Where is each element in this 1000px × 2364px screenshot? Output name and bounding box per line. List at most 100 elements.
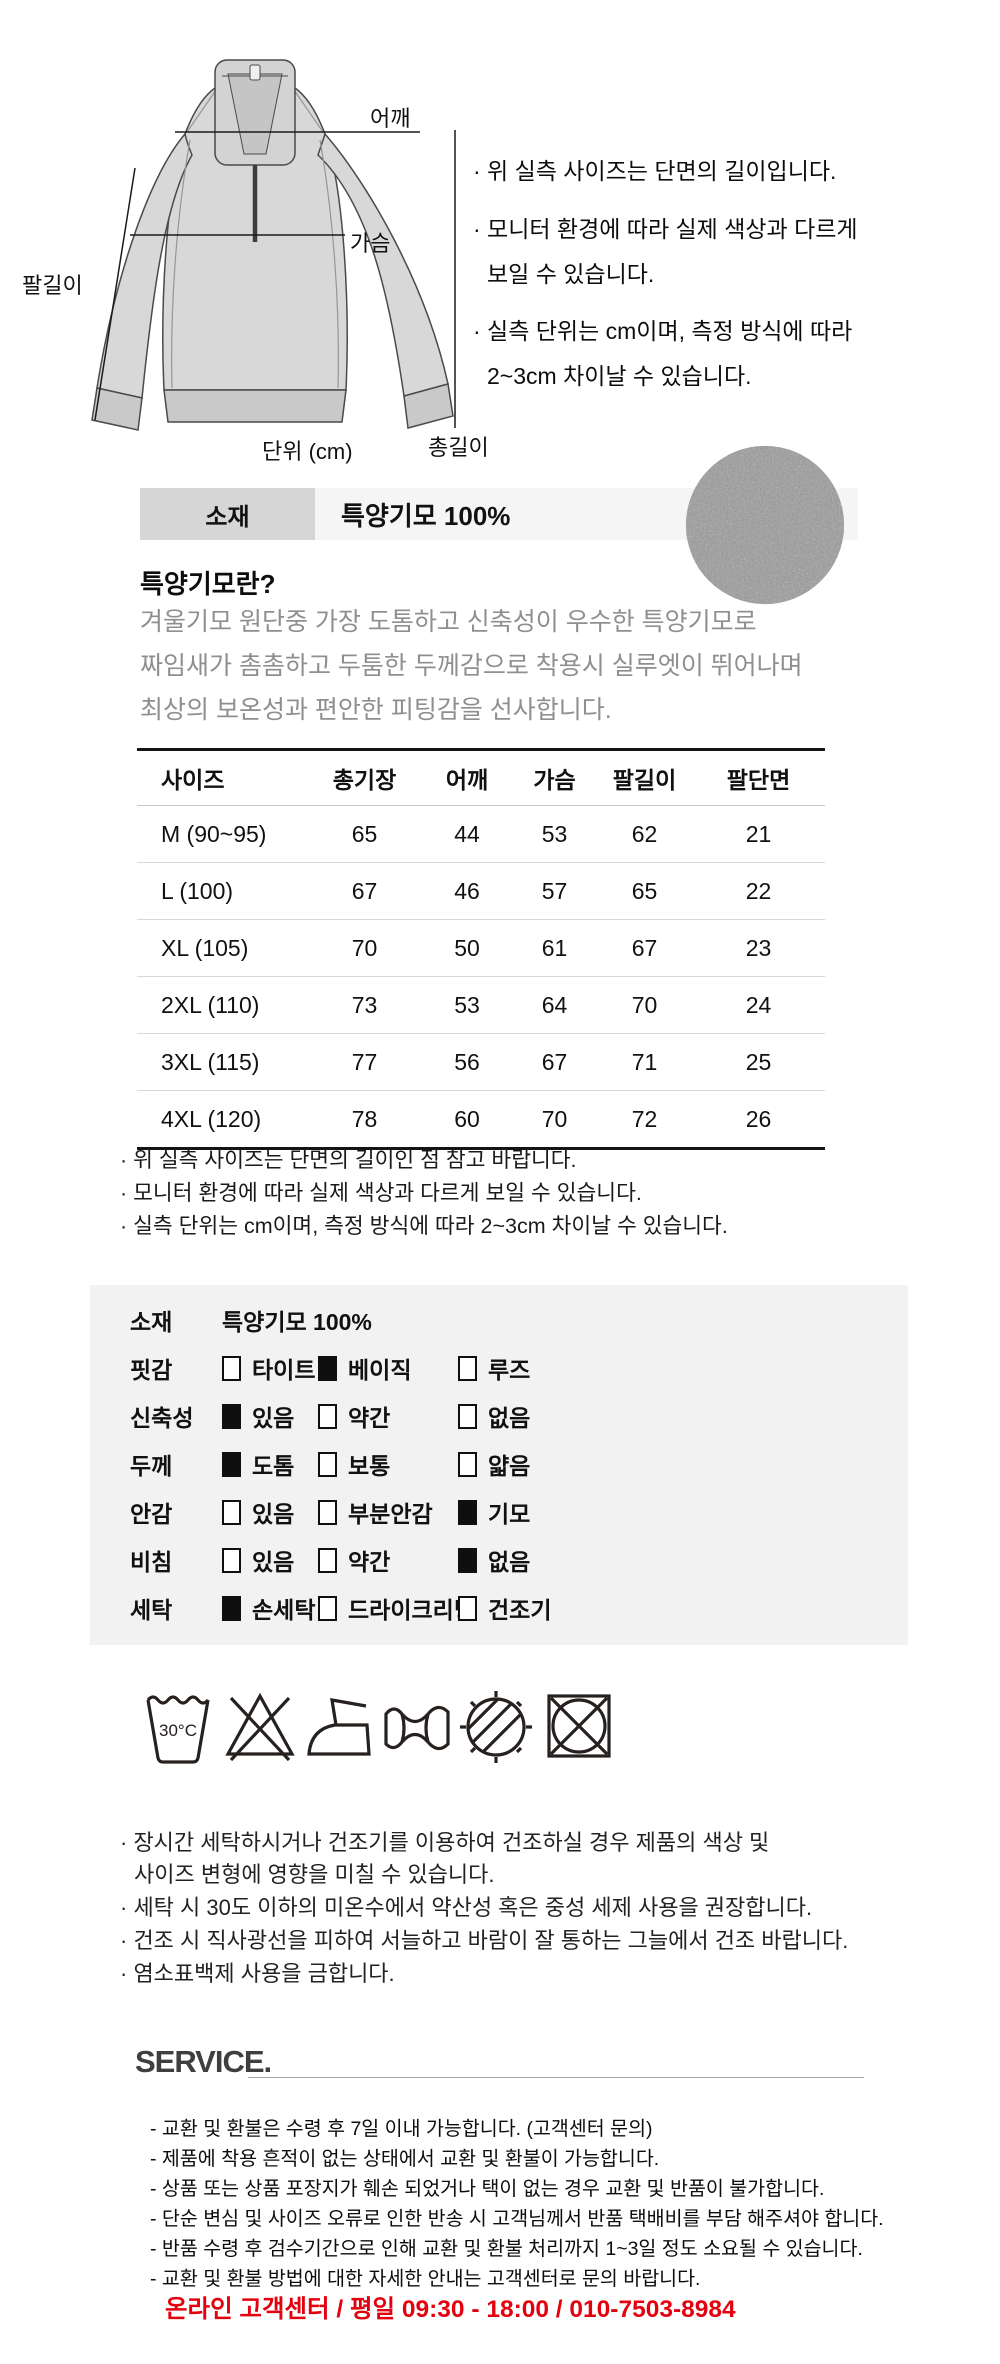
material-info-line: 최상의 보온성과 편안한 피팅감을 선사합니다.	[140, 696, 612, 724]
attribute-option: 약간	[318, 1399, 390, 1433]
attribute-label: 핏감	[130, 1357, 173, 1383]
product-attributes-box: 소재 특양기모 100% 핏감 타이트 베이직 루즈 신축성 있음 약간 없음 …	[90, 1285, 908, 1645]
col-header: 총기장	[307, 749, 422, 806]
checkbox-icon	[458, 1403, 477, 1429]
value-cell: 53	[512, 805, 597, 863]
value-cell: 71	[597, 1033, 692, 1091]
option-label: 있음	[252, 1405, 295, 1431]
value-cell: 26	[745, 1105, 772, 1132]
value-cell: 78	[351, 1105, 378, 1132]
attribute-option: 있음	[222, 1543, 294, 1577]
service-item: - 반품 수령 후 검수기간으로 인해 교환 및 환불 처리까지 1~3일 정도…	[150, 2238, 863, 2260]
size-chart-table: 사이즈 총기장 어깨 가슴 팔길이 팔단면 M (90~95) 65 44 53…	[137, 748, 825, 1150]
attribute-option: 기모	[458, 1495, 530, 1529]
value-cell: 67	[597, 919, 692, 977]
value-cell: 46	[422, 862, 512, 920]
value-cell: 53	[422, 976, 512, 1034]
table-row: 4XL (120) 78 60 70 72 26	[137, 1091, 825, 1149]
no-tumble-dry-icon	[547, 1694, 611, 1758]
unit-label: 단위 (cm)	[262, 439, 353, 464]
attribute-option: 루즈	[458, 1351, 530, 1385]
diagram-note: 보일 수 있습니다.	[487, 261, 655, 287]
wash-30c-icon: 30°C	[146, 1695, 210, 1764]
checkbox-icon	[458, 1499, 477, 1525]
care-note: · 염소표백제 사용을 금합니다.	[120, 1961, 395, 1986]
value-cell: 73	[307, 976, 422, 1034]
chest-label: 가슴	[350, 231, 391, 256]
attribute-row-thickness: 두께 도톰 보통 얇음	[90, 1440, 908, 1488]
attribute-option: 베이직	[318, 1351, 411, 1385]
col-header: 팔길이	[597, 749, 692, 806]
value-cell: 70	[307, 919, 422, 977]
service-item: - 상품 또는 상품 포장지가 훼손 되었거나 택이 없는 경우 교환 및 반품…	[150, 2178, 825, 2200]
service-section-title: SERVICE.	[135, 2044, 272, 2079]
material-info-line: 짜임새가 촘촘하고 두툼한 두께감으로 착용시 실루엣이 뛰어나며	[140, 652, 803, 680]
shoulder-label: 어깨	[370, 106, 411, 131]
care-note: 사이즈 변형에 영향을 미칠 수 있습니다.	[134, 1862, 495, 1887]
size-cell: 3XL (115)	[137, 1033, 307, 1091]
attribute-option: 손세탁	[222, 1591, 315, 1625]
service-item: - 단순 변심 및 사이즈 오류로 인한 반송 시 고객님께서 반품 택배비를 …	[150, 2208, 884, 2230]
service-item: - 제품에 착용 흔적이 없는 상태에서 교환 및 환불이 가능합니다.	[150, 2148, 660, 2170]
checkbox-icon	[222, 1355, 241, 1381]
diagram-note: · 모니터 환경에 따라 실제 색상과 다르게	[473, 216, 858, 242]
checkbox-icon	[458, 1451, 477, 1477]
attribute-value: 특양기모 100%	[222, 1309, 372, 1335]
attribute-option: 도톰	[222, 1447, 294, 1481]
attribute-row-fit: 핏감 타이트 베이직 루즈	[90, 1344, 908, 1392]
option-label: 약간	[348, 1405, 391, 1431]
option-label: 기모	[488, 1501, 531, 1527]
attribute-option: 부분안감	[318, 1495, 433, 1529]
value-cell: 70	[541, 1105, 568, 1132]
value-cell: 23	[692, 919, 825, 977]
value-cell: 60	[454, 1105, 480, 1132]
value-cell: 44	[422, 805, 512, 863]
no-bleach-icon	[225, 1692, 295, 1762]
attribute-row-stretch: 신축성 있음 약간 없음	[90, 1392, 908, 1440]
option-label: 있음	[252, 1549, 295, 1575]
size-chart-header-row: 사이즈 총기장 어깨 가슴 팔길이 팔단면	[137, 749, 825, 806]
option-label: 건조기	[488, 1597, 552, 1623]
option-label: 보통	[348, 1453, 391, 1479]
attribute-option: 있음	[222, 1399, 294, 1433]
attribute-option: 보통	[318, 1447, 390, 1481]
checkbox-icon	[458, 1355, 477, 1381]
value-cell: 21	[692, 805, 825, 863]
checkbox-icon	[318, 1547, 337, 1573]
option-label: 약간	[348, 1549, 391, 1575]
divider	[248, 2077, 864, 2078]
option-label: 있음	[252, 1501, 295, 1527]
value-cell: 77	[307, 1033, 422, 1091]
col-header: 팔단면	[692, 749, 825, 806]
shade-dry-icon	[460, 1691, 532, 1763]
diagram-note: 2~3cm 차이날 수 있습니다.	[487, 363, 752, 389]
value-cell: 24	[692, 976, 825, 1034]
customer-center-contact: 온라인 고객센터 / 평일 09:30 - 18:00 / 010-7503-8…	[165, 2296, 736, 2323]
checkbox-icon	[458, 1595, 477, 1621]
material-info-line: 겨울기모 원단중 가장 도톰하고 신축성이 우수한 특양기모로	[140, 608, 757, 636]
checkbox-icon	[318, 1595, 337, 1621]
table-row: 3XL (115) 77 56 67 71 25	[137, 1033, 825, 1091]
attribute-row-sheerness: 비침 있음 약간 없음	[90, 1536, 908, 1584]
option-label: 드라이크리닝	[348, 1597, 475, 1623]
service-item: - 교환 및 환불은 수령 후 7일 이내 가능합니다. (고객센터 문의)	[150, 2118, 653, 2140]
attribute-option: 드라이크리닝	[318, 1591, 475, 1625]
arm-length-label: 팔길이	[22, 273, 83, 298]
size-cell: M (90~95)	[137, 805, 307, 863]
checkbox-icon	[318, 1403, 337, 1429]
table-row: L (100) 67 46 57 65 22	[137, 862, 825, 920]
checkbox-icon	[222, 1499, 241, 1525]
value-cell: 57	[512, 862, 597, 920]
checkbox-icon	[222, 1547, 241, 1573]
total-length-label: 총길이	[428, 435, 489, 460]
attribute-label: 소재	[130, 1309, 173, 1335]
service-item: - 교환 및 환불 방법에 대한 자세한 안내는 고객센터로 문의 바랍니다.	[150, 2268, 701, 2290]
wash-temp-label: 30°C	[159, 1721, 197, 1740]
table-row: 2XL (110) 73 53 64 70 24	[137, 976, 825, 1034]
value-cell: 22	[692, 862, 825, 920]
value-cell: 67	[307, 862, 422, 920]
value-cell: 70	[597, 976, 692, 1034]
option-label: 얇음	[488, 1453, 531, 1479]
value-cell: 50	[422, 919, 512, 977]
